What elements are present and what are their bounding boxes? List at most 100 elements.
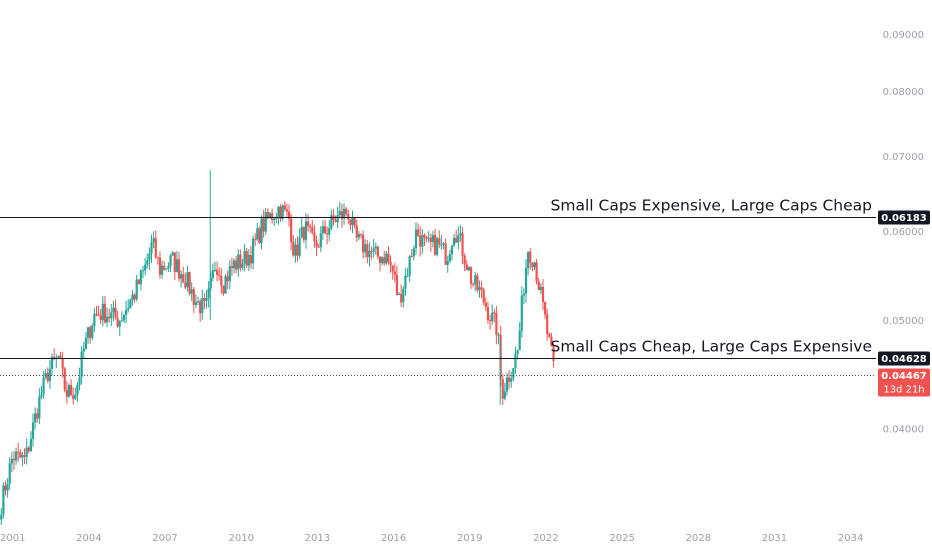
candle-body — [256, 228, 259, 240]
candle-body — [84, 337, 88, 349]
candle-body — [366, 244, 369, 258]
candle-body — [347, 214, 350, 220]
candle-body — [152, 238, 155, 243]
candle-body — [514, 353, 517, 369]
candle-body — [425, 237, 428, 239]
candle-body — [268, 213, 272, 219]
candle-body — [17, 451, 20, 453]
candle-body — [423, 234, 426, 238]
candle-body — [467, 267, 470, 271]
candle-body — [239, 254, 242, 268]
candle-body — [381, 257, 384, 264]
candle-body — [112, 307, 115, 313]
candle-body — [450, 245, 454, 255]
candle-body — [137, 279, 140, 285]
candle-body — [383, 257, 386, 264]
candle-body — [165, 268, 168, 270]
candle-body — [552, 346, 555, 362]
candle-body — [472, 283, 475, 285]
candle-body — [74, 394, 77, 399]
candle-body — [95, 313, 98, 315]
candle-body — [353, 217, 356, 226]
candle-body — [194, 302, 198, 305]
candle-body — [36, 413, 39, 419]
candle-body — [507, 377, 511, 382]
current-price-tag-label: 0.04467 — [881, 371, 927, 382]
candle-body — [402, 288, 405, 303]
candle-body — [215, 269, 219, 275]
candle-body — [486, 307, 490, 320]
candle-body — [86, 327, 90, 338]
candle-body — [245, 250, 248, 266]
candle-body — [342, 208, 346, 219]
candle-body — [129, 300, 132, 309]
candle-body — [192, 289, 195, 305]
candle-body — [412, 248, 415, 257]
candle-body — [315, 241, 318, 247]
candle-body — [93, 313, 96, 326]
candle-body — [46, 372, 49, 382]
candle-body — [23, 455, 26, 457]
candle-body — [150, 242, 153, 254]
candle-body — [120, 320, 123, 322]
countdown-label: 13d 21h — [883, 385, 924, 396]
y-axis[interactable]: 0.04000 0.05000 0.06000 0.07000 0.08000 … — [883, 30, 924, 436]
x-tick-label: 2034 — [838, 533, 863, 544]
candle-body — [440, 244, 443, 246]
candle-body — [220, 275, 223, 286]
candle-body — [241, 263, 244, 268]
candle-body — [27, 447, 30, 452]
candle-body — [108, 316, 111, 319]
candle-body — [177, 259, 181, 279]
candle-body — [533, 262, 536, 268]
candle-body — [48, 368, 52, 382]
candle-body — [122, 314, 126, 321]
y-tick-label: 0.07000 — [883, 152, 924, 163]
candle-body — [448, 254, 451, 261]
candle-body — [421, 234, 424, 247]
candle-body — [188, 272, 191, 294]
candle-body — [218, 274, 221, 276]
candle-body — [21, 455, 24, 458]
candle-body — [431, 235, 435, 243]
candle-body — [340, 211, 344, 219]
current-price-tag[interactable]: 0.04467 13d 21h — [878, 368, 930, 397]
candle-body — [361, 234, 365, 253]
candle-body — [158, 257, 162, 275]
candle-body — [146, 260, 149, 265]
candle-body — [82, 348, 85, 352]
candle-body — [57, 355, 60, 358]
candle-body — [190, 289, 193, 294]
candle-body — [406, 275, 409, 277]
candle-body — [251, 238, 255, 264]
candle-body — [97, 314, 100, 316]
candle-body — [304, 221, 308, 240]
candle-body — [258, 228, 261, 243]
candle-body — [501, 379, 504, 399]
candle-body — [254, 238, 257, 240]
candle-body — [144, 264, 147, 271]
candle-body — [116, 317, 119, 327]
candle-body — [461, 233, 464, 256]
candle-body — [110, 312, 113, 319]
x-axis[interactable]: 2001 2004 2007 2010 2013 2016 2019 2022 … — [0, 533, 863, 544]
candle-body — [512, 368, 515, 379]
candle-body — [531, 262, 534, 268]
candle-body — [309, 226, 312, 228]
candle-body — [61, 358, 64, 369]
candle-body — [378, 256, 382, 264]
candle-body — [376, 246, 380, 257]
x-tick-label: 2001 — [0, 533, 25, 544]
support-price-tag[interactable]: 0.04628 — [878, 351, 930, 366]
candle-body — [125, 309, 128, 315]
candle-body — [105, 316, 109, 323]
candle-body — [516, 350, 519, 354]
candle-body — [213, 269, 217, 271]
y-tick-label: 0.04000 — [883, 425, 924, 436]
resistance-price-tag[interactable]: 0.06183 — [878, 210, 930, 225]
candle-body — [167, 265, 170, 269]
candle-body — [260, 218, 263, 243]
candle-body — [446, 260, 449, 265]
candle-body — [463, 255, 466, 265]
